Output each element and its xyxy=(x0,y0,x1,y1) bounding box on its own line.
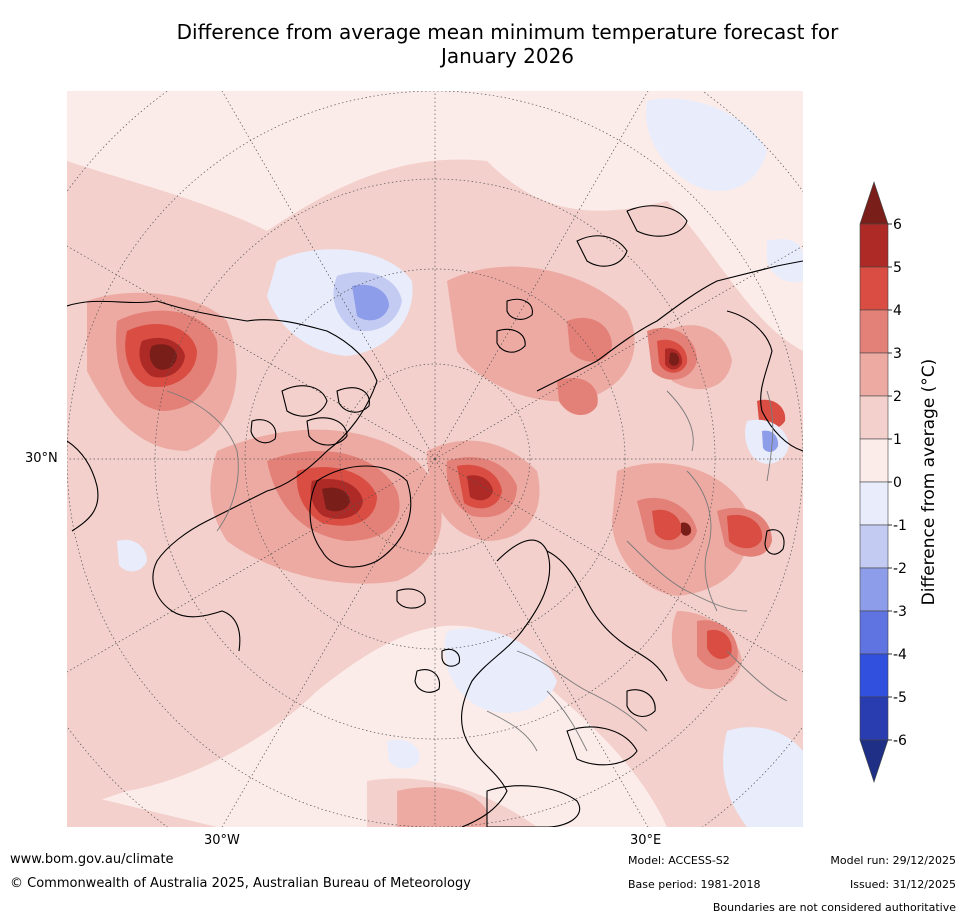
colorbar-label: Difference from average (°C) xyxy=(919,359,939,606)
colorbar-extend-max xyxy=(859,181,889,225)
colorbar-tick-label: 6 xyxy=(893,217,902,233)
colorbar-tick-label: -4 xyxy=(893,647,907,663)
colorbar-tick-label: 1 xyxy=(893,432,902,448)
colorbar-tick-label: -1 xyxy=(893,518,907,534)
cold-anomalies xyxy=(117,98,803,827)
footer-issued: Issued: 31/12/2025 xyxy=(849,878,956,891)
footer-model-run: Model run: 29/12/2025 xyxy=(830,854,956,867)
forecast-map xyxy=(67,91,803,827)
colorbar-tick-label: -3 xyxy=(893,604,907,620)
footer-website[interactable]: www.bom.gov.au/climate xyxy=(10,852,174,867)
colorbar-tick-label: -5 xyxy=(893,690,907,706)
colorbar-swatch xyxy=(859,481,889,526)
colorbar-tick-label: 5 xyxy=(893,260,902,276)
footer-base-period: Base period: 1981-2018 xyxy=(628,878,761,891)
colorbar-swatch xyxy=(859,395,889,440)
colorbar-swatch xyxy=(859,653,889,698)
graticule xyxy=(67,91,803,827)
colorbar-swatch xyxy=(859,610,889,655)
colorbar-tick-label: -6 xyxy=(893,733,907,749)
colorbar-swatch xyxy=(859,438,889,483)
anomaly-band-above-6 xyxy=(149,344,692,536)
colorbar-tick-label: -2 xyxy=(893,561,907,577)
colorbar-swatch xyxy=(859,696,889,741)
colorbar-swatch xyxy=(859,352,889,397)
colorbar: 6 5 4 3 2 1 0 -1 -2 -3 -4 -5 -6 Difference from aver… xyxy=(859,181,939,783)
colorbar-tick-label: 4 xyxy=(893,303,902,319)
colorbar-extend-min xyxy=(859,739,889,783)
country-boundaries xyxy=(166,390,788,752)
footer-copyright: © Commonwealth of Australia 2025, Austra… xyxy=(10,876,471,891)
footer-disclaimer: Boundaries are not considered authoritat… xyxy=(712,901,956,914)
lon-label-30w: 30°W xyxy=(204,833,240,848)
footer-model: Model: ACCESS-S2 xyxy=(628,854,730,867)
colorbar-tick-label: 3 xyxy=(893,346,902,362)
colorbar-swatch xyxy=(859,266,889,311)
colorbar-swatch xyxy=(859,309,889,354)
lon-label-30e: 30°E xyxy=(630,833,662,848)
title-line-2: January 2026 xyxy=(440,44,575,68)
coastlines xyxy=(67,205,803,827)
colorbar-tick-label: 0 xyxy=(893,475,902,491)
lat-label-30n: 30°N xyxy=(25,451,58,466)
colorbar-ticks: 6 5 4 3 2 1 0 -1 -2 -3 -4 -5 -6 xyxy=(888,217,907,749)
colorbar-swatch xyxy=(859,223,889,268)
title-line-1: Difference from average mean minimum tem… xyxy=(176,20,839,44)
chart-title: Difference from average mean minimum tem… xyxy=(0,20,965,68)
colorbar-swatch xyxy=(859,567,889,612)
colorbar-tick-label: 2 xyxy=(893,389,902,405)
colorbar-swatches xyxy=(859,181,889,783)
colorbar-swatch xyxy=(859,524,889,569)
